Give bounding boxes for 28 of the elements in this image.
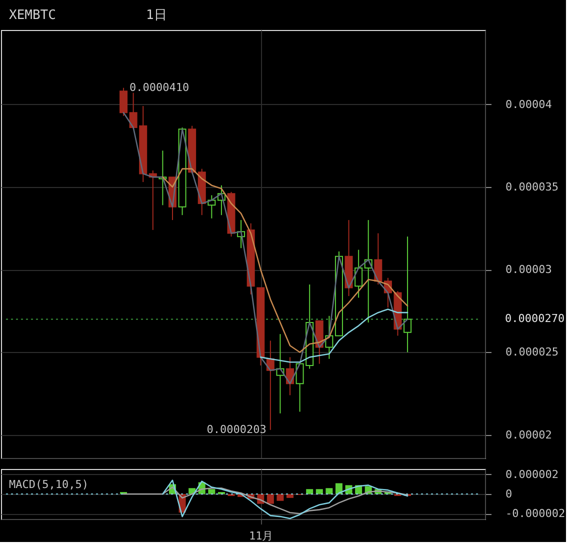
candlestick [354,249,363,298]
text: MACD(5,10,5) [9,478,88,491]
x-tick-label: 11月 [249,530,274,542]
candlestick [120,87,128,116]
bar [208,489,216,494]
y-tick-label: 0.00003 [506,263,552,276]
y-tick-label: 0.000002 [506,468,558,481]
bar [326,488,333,494]
y-tick-label: 0 [506,488,512,500]
bar [276,494,284,501]
bar [286,494,294,498]
bar [306,489,314,494]
candlestick [404,236,412,353]
chart-subtitle: 1日 [146,8,167,23]
y-tick-label: 0.000025 [506,346,558,359]
annotation: 0.0000410 [130,80,190,94]
line-series [122,486,408,514]
bar [316,489,323,494]
chart-title: XEMBTC [9,8,56,23]
bar [266,494,274,504]
ref-line-label: 0.0000270 [505,312,565,326]
candlestick [325,315,334,360]
y-tick-label: -0.000002 [506,507,566,520]
y-tick-label: 0.00004 [506,98,552,111]
y-tick-label: 0.00002 [506,428,552,442]
y-tick-label: 0.000035 [506,180,558,194]
annotation: 0.0000203 [206,422,266,436]
candlestick [374,232,382,285]
